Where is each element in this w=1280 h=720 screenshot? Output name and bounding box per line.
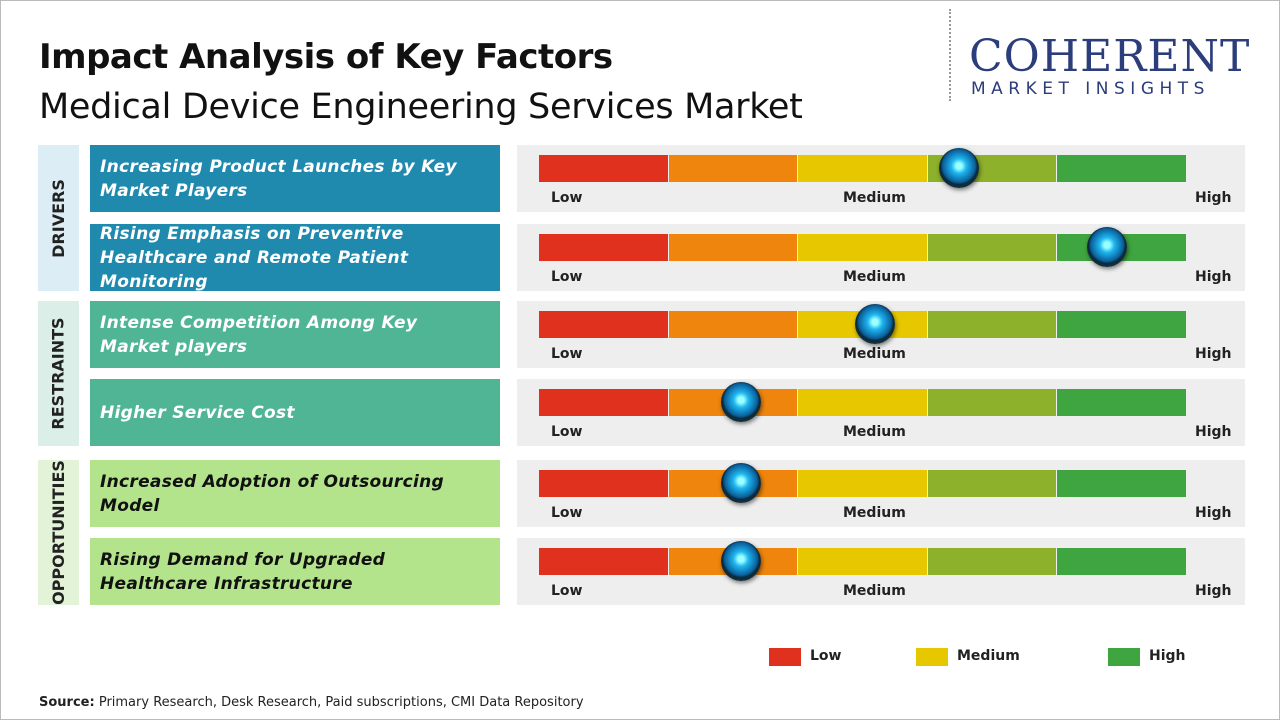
gauge-label: High [1195,424,1232,440]
gauge-label: Medium [843,269,906,285]
logo-name: COHERENT [969,31,1251,82]
gauge-segment [927,389,1057,416]
gauge-segment [798,389,927,416]
gauge-panel: Low Medium High [517,145,1245,212]
gauge-label: High [1195,190,1232,206]
gauge-segment [539,389,668,416]
gauge-segment [539,311,668,338]
gauge-label: Low [551,190,583,206]
gauge-panel: Low Medium High [517,538,1245,605]
gauge-segment [539,155,668,182]
factor-box: Intense Competition Among Key Market pla… [90,301,500,368]
gauge-segment [798,548,927,575]
gauge-label: Medium [843,190,906,206]
gauge-label: High [1195,269,1232,285]
gauge-label: High [1195,346,1232,362]
factor-box: Rising Demand for Upgraded Healthcare In… [90,538,500,605]
gauge-segment [798,155,927,182]
source-label: Source: [39,695,95,710]
gauge-segment [798,470,927,497]
gauge-segment [539,548,668,575]
gauge-knob [721,541,762,581]
factor-box: Increasing Product Launches by Key Marke… [90,145,500,212]
gauge-label: High [1195,505,1232,521]
divider [949,9,951,101]
group-label-panel: OPPORTUNITIES [38,460,79,605]
gauge-knob [721,463,762,503]
factor-box: Rising Emphasis on Preventive Healthcare… [90,224,500,292]
gauge-panel: Low Medium High [517,224,1245,291]
gauge-panel: Low Medium High [517,460,1245,527]
source-text: Primary Research, Desk Research, Paid su… [98,695,584,710]
gauge-segment [1057,389,1186,416]
gauge-panel: Low Medium High [517,379,1245,446]
source: Source: Primary Research, Desk Research,… [39,695,584,710]
gauge-label: Low [551,583,583,599]
legend-label: Low [810,648,842,664]
gauge-label: Medium [843,346,906,362]
gauge-segment [927,470,1057,497]
gauge-segment [927,234,1057,261]
gauge-segment [798,234,927,261]
gauge-label: Low [551,424,583,440]
group-label: RESTRAINTS [49,317,69,430]
gauge-knob [938,148,979,188]
gauge-label: Medium [843,424,906,440]
gauge-label: Medium [843,505,906,521]
gauge-knob [721,382,762,422]
gauge-segment [668,155,798,182]
legend-swatch [1108,648,1140,666]
gauge-segment [1057,311,1186,338]
gauge-label: Low [551,346,583,362]
gauge-panel: Low Medium High [517,301,1245,368]
gauge-knob [1086,227,1127,267]
gauge-segment [927,548,1057,575]
group-label-panel: RESTRAINTS [38,301,79,446]
gauge-label: Low [551,505,583,521]
legend-label: High [1149,648,1186,664]
gauge-knob [854,304,895,344]
group-label: OPPORTUNITIES [49,460,69,605]
group-label: DRIVERS [49,178,68,258]
gauge-segment [927,311,1057,338]
legend-swatch [769,648,801,666]
group-label-panel: DRIVERS [38,145,79,291]
title: Impact Analysis of Key Factors [39,37,613,77]
gauge-label: High [1195,583,1232,599]
gauge-segment [1057,155,1186,182]
factor-box: Increased Adoption of Outsourcing Model [90,460,500,527]
factor-box: Higher Service Cost [90,379,500,446]
subtitle: Medical Device Engineering Services Mark… [39,87,803,127]
gauge-segment [539,234,668,261]
legend-label: Medium [957,648,1020,664]
gauge-segment [539,470,668,497]
gauge-segment [1057,470,1186,497]
gauge-label: Low [551,269,583,285]
gauge-label: Medium [843,583,906,599]
gauge-segment [1057,548,1186,575]
gauge-segment [668,234,798,261]
logo-tagline: MARKET INSIGHTS [971,79,1210,99]
legend-swatch [916,648,948,666]
gauge-segment [668,311,798,338]
